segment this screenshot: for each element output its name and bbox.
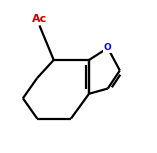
Text: Ac: Ac [32, 14, 47, 24]
Text: O: O [104, 43, 112, 52]
